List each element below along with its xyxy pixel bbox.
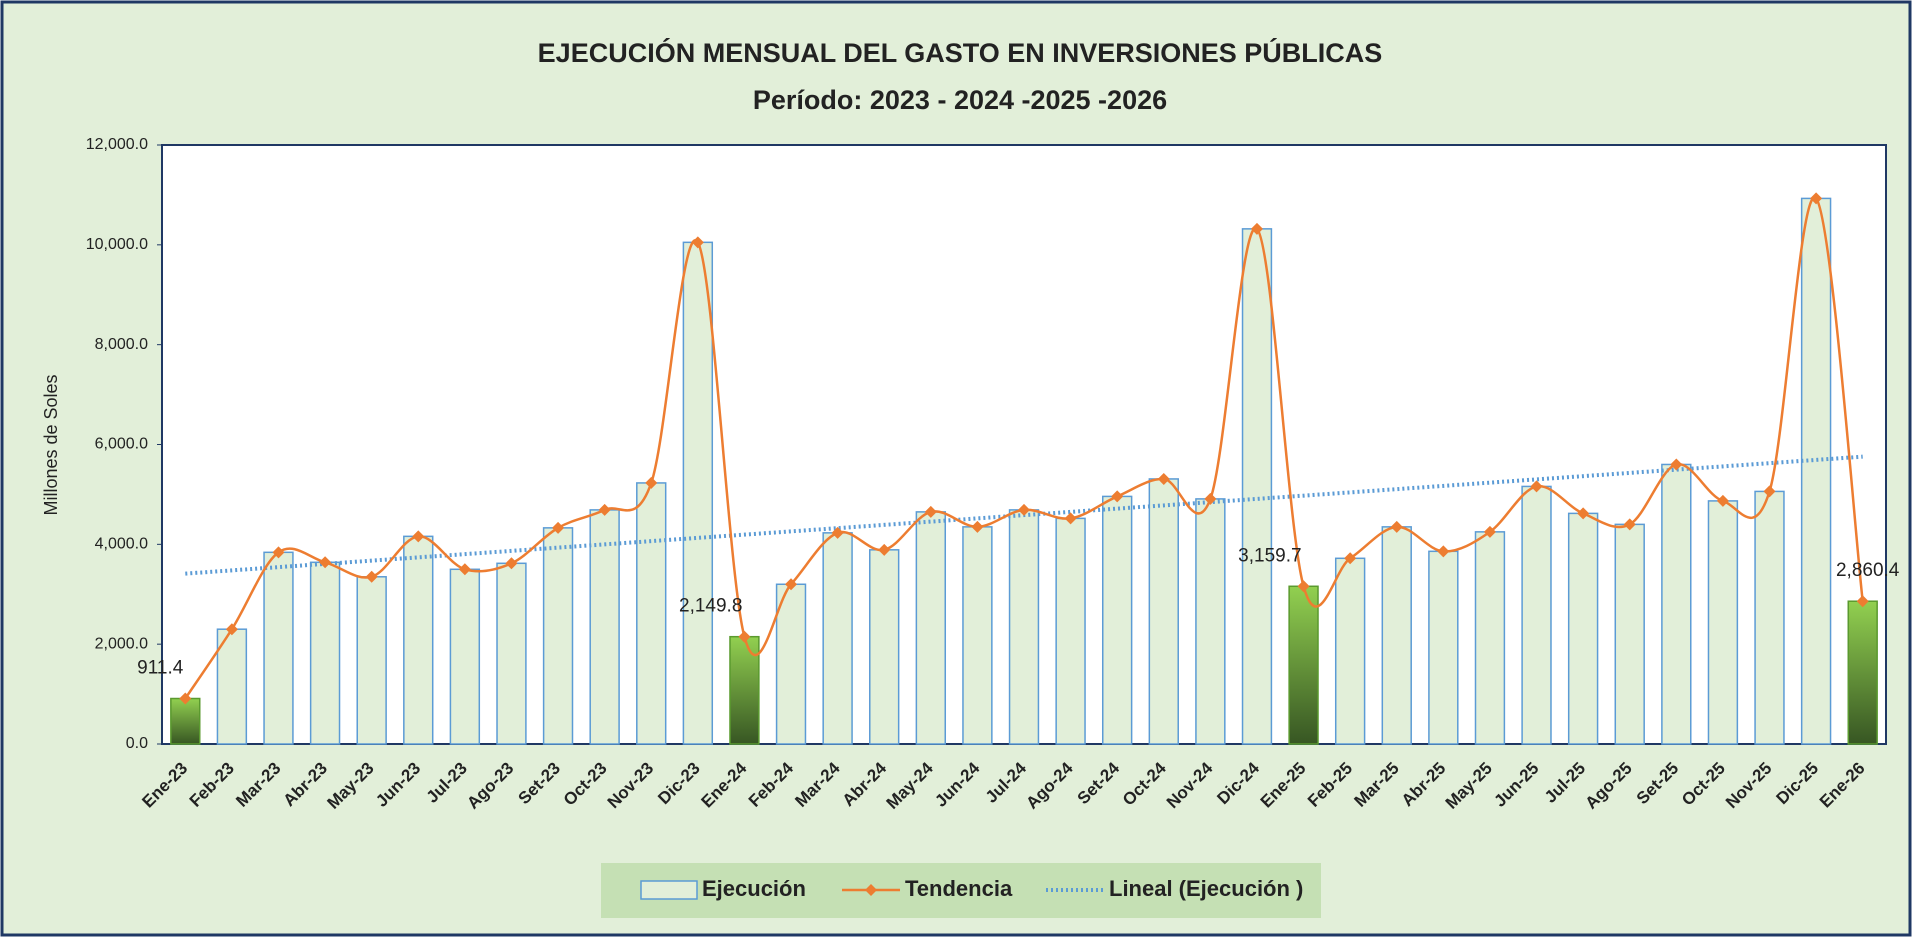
- line-marker: [1623, 518, 1636, 531]
- bar: [682, 241, 714, 745]
- data-label: 911.4: [137, 658, 184, 679]
- line-marker: [831, 526, 844, 539]
- bar: [496, 562, 527, 745]
- line-marker: [1437, 545, 1450, 558]
- line-marker: [272, 546, 285, 559]
- y-tick-label: 10,000.0: [86, 236, 148, 253]
- bar: [1195, 498, 1226, 745]
- y-tick-label: 0.0: [126, 735, 148, 752]
- bar: [729, 635, 760, 745]
- line-marker: [971, 520, 984, 533]
- line-marker: [1716, 494, 1729, 507]
- bar: [915, 511, 947, 745]
- bar: [263, 551, 294, 745]
- line-marker: [785, 578, 798, 591]
- legend-marker: [865, 884, 877, 896]
- bar: [822, 532, 853, 745]
- bar: [1661, 463, 1692, 745]
- line-marker: [1810, 192, 1823, 205]
- line-marker: [1204, 492, 1217, 505]
- line-marker: [598, 503, 611, 516]
- bar: [1474, 531, 1506, 745]
- bar: [1148, 478, 1179, 745]
- line-marker: [319, 556, 332, 569]
- y-tick-label: 8,000.0: [95, 336, 148, 353]
- legend-label: Ejecución: [702, 876, 806, 901]
- y-axis-label: Millones de Soles: [41, 374, 61, 515]
- bar: [869, 549, 900, 745]
- bar: [1800, 197, 1832, 745]
- line-marker: [1344, 552, 1357, 565]
- data-label: 2,149.8: [679, 596, 742, 617]
- bar: [216, 628, 248, 745]
- line-marker: [1530, 480, 1543, 493]
- bar: [170, 697, 201, 745]
- line-marker: [1111, 490, 1124, 503]
- line-marker: [878, 543, 891, 556]
- bar: [1614, 523, 1645, 745]
- line-marker: [1670, 458, 1683, 471]
- bar: [356, 576, 387, 745]
- line-marker: [179, 692, 192, 705]
- bar: [1707, 500, 1739, 745]
- line-marker: [738, 630, 751, 643]
- bar: [1334, 557, 1366, 745]
- chart-title: EJECUCIÓN MENSUAL DEL GASTO EN INVERSION…: [538, 37, 1383, 68]
- line-marker: [1763, 485, 1776, 498]
- bar: [1101, 495, 1133, 745]
- line-marker: [691, 236, 704, 249]
- line-marker: [1390, 520, 1403, 533]
- bar: [449, 568, 481, 745]
- bar: [1754, 490, 1785, 745]
- bar: [1381, 526, 1412, 745]
- bar: [1521, 485, 1552, 745]
- bar: [542, 527, 574, 745]
- legend-swatch: [640, 880, 698, 900]
- bar: [962, 526, 993, 745]
- legend-label: Lineal (Ejecución ): [1109, 876, 1303, 901]
- line-marker: [552, 521, 565, 534]
- line-marker: [1297, 580, 1310, 593]
- line-marker: [1157, 472, 1170, 485]
- chart-subtitle: Período: 2023 - 2024 -2025 -2026: [753, 85, 1167, 115]
- bar: [1241, 228, 1273, 745]
- line-marker: [1483, 525, 1496, 538]
- y-tick-label: 2,000.0: [95, 635, 148, 652]
- bar: [589, 509, 620, 745]
- bar: [636, 482, 667, 745]
- line-marker: [645, 476, 658, 489]
- legend-label: Tendencia: [905, 876, 1013, 901]
- legend: [601, 863, 1321, 918]
- line-marker: [924, 505, 937, 518]
- y-tick-label: 4,000.0: [95, 536, 148, 553]
- bar: [1428, 550, 1459, 745]
- line-marker: [505, 557, 518, 570]
- bar: [775, 583, 807, 745]
- bar: [403, 535, 434, 745]
- line-marker: [412, 530, 425, 543]
- bar: [1847, 600, 1878, 745]
- line-marker: [1856, 595, 1869, 608]
- bar: [1288, 585, 1319, 745]
- data-label: 3,159.7: [1238, 545, 1301, 566]
- line-marker: [1018, 503, 1030, 516]
- bar: [1055, 517, 1086, 745]
- y-tick-label: 12,000.0: [86, 136, 148, 153]
- line-marker: [1250, 222, 1263, 235]
- data-label: 2,860.4: [1836, 560, 1900, 581]
- bar: [1567, 512, 1599, 745]
- line-marker: [225, 623, 238, 636]
- line-marker: [365, 570, 378, 583]
- y-tick-label: 6,000.0: [95, 436, 148, 453]
- bar: [1008, 509, 1040, 745]
- bar: [309, 561, 341, 745]
- line-marker: [1577, 507, 1590, 520]
- line-marker: [1064, 512, 1077, 525]
- line-marker: [458, 563, 471, 576]
